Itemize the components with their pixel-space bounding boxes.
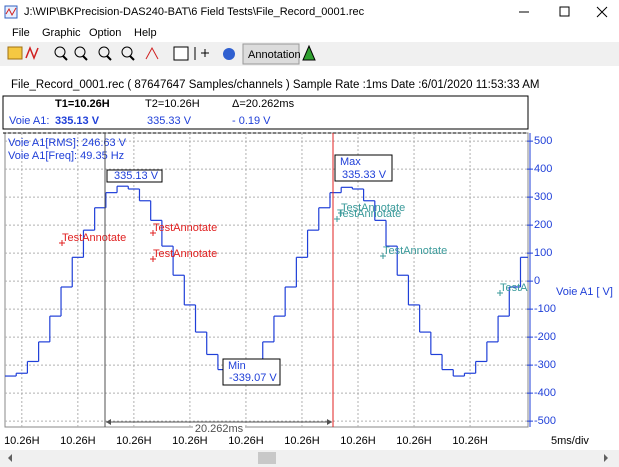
marker-value: -339.07 V <box>229 372 277 384</box>
y-tick-label: 500 <box>534 135 552 147</box>
annotation-anchor <box>497 290 503 296</box>
marker-box <box>334 154 393 182</box>
annotation: TestAnnotate <box>383 245 447 257</box>
menu-item[interactable]: Graphic <box>42 27 81 39</box>
window-title: J:\WIP\BKPrecision-DAS240-BAT\6 Field Te… <box>24 6 365 18</box>
peak-icon[interactable] <box>145 46 159 60</box>
y-axis-label: Voie A1 [ V] <box>556 286 613 298</box>
x-tick-label: 10.26H <box>396 435 432 447</box>
grid <box>5 133 528 427</box>
cursor-value: 335.13 V <box>55 115 100 127</box>
marker-title: Min <box>228 360 246 372</box>
delta-bg <box>193 423 245 434</box>
cursor-header: T1=10.26H <box>55 98 110 110</box>
annotation: TestAnnotate <box>341 202 405 214</box>
delta-label: 20.262ms <box>195 423 244 435</box>
x-tick-label: 10.26H <box>60 435 96 447</box>
plot-content: TestAnnotateTestAnnotateTestAnnotateTest… <box>5 185 564 377</box>
x-tick-label: 10.26H <box>340 435 376 447</box>
y-tick-label: -300 <box>534 359 556 371</box>
y-tick-label: 400 <box>534 163 552 175</box>
scroll-right[interactable] <box>604 454 608 462</box>
y-tick-label: -200 <box>534 331 556 343</box>
menu-item[interactable]: Option <box>89 27 121 39</box>
y-tick-label: -100 <box>534 303 556 315</box>
y-tick-label: 100 <box>534 247 552 259</box>
open-icon[interactable] <box>7 46 23 60</box>
x-tick-label: 10.26H <box>172 435 208 447</box>
scroll-left[interactable] <box>8 454 12 462</box>
y-tick-label: 200 <box>534 219 552 231</box>
toolbar-icons <box>7 43 316 65</box>
help-icon[interactable] <box>223 48 235 60</box>
close-button[interactable] <box>596 6 608 18</box>
menu-item[interactable]: File <box>12 27 30 39</box>
annotation: TestAnnotate <box>153 222 217 234</box>
annotation-anchor <box>334 216 340 222</box>
print-icon[interactable] <box>173 46 189 61</box>
annotation-anchor <box>150 256 156 262</box>
annotation-label[interactable]: Annotation <box>248 49 301 61</box>
channel-stat: Voie A1[RMS]: 246.63 V <box>8 137 127 149</box>
y-tick-label: -500 <box>534 415 556 427</box>
overlay: 500 400 300 200 100 0 -100 -200 -300 -400 -500 10.2… <box>4 133 613 447</box>
cursor-header: T2=10.26H <box>145 98 200 110</box>
y-tick-label: 300 <box>534 191 552 203</box>
annotation-anchor <box>380 253 386 259</box>
scrollbar[interactable] <box>0 450 619 467</box>
x-tick-label: 10.26H <box>116 435 152 447</box>
y-tick-label: -400 <box>534 387 556 399</box>
cursor-icon[interactable] <box>194 47 209 60</box>
cursor-header: Δ=20.262ms <box>232 98 295 110</box>
zoom-icon[interactable] <box>121 46 133 58</box>
maximize-button[interactable] <box>559 6 570 17</box>
annotation-anchor <box>59 240 65 246</box>
title-bar <box>0 0 619 25</box>
annotation-button[interactable] <box>242 43 300 65</box>
annotation-anchor <box>338 210 344 216</box>
zoom-icon[interactable] <box>98 46 110 58</box>
cursor-value: - 0.19 V <box>232 115 271 127</box>
menu-item[interactable]: Help <box>134 27 157 39</box>
cursor-channel: Voie A1: <box>9 115 49 127</box>
annotate-icon[interactable] <box>302 44 316 61</box>
x-tick-label: 10.26H <box>284 435 320 447</box>
marker-value: 335.33 V <box>342 169 387 181</box>
annotation: TestAnnotate <box>62 232 126 244</box>
x-tick-label: 10.26H <box>4 435 40 447</box>
marker-value: 335.13 V <box>114 170 159 182</box>
x-tick-label: 10.26H <box>228 435 264 447</box>
x-tick-label: 10.26H <box>452 435 488 447</box>
wave-icon[interactable] <box>25 45 39 61</box>
zoom-icon[interactable] <box>54 46 66 58</box>
y-tick-label: 0 <box>534 275 540 287</box>
cursor-table <box>2 95 529 130</box>
marker-title: Max <box>340 156 361 168</box>
annotation-anchor <box>150 230 156 236</box>
annotation: TestAnnotate <box>500 282 564 294</box>
app-icon-wave <box>5 7 17 17</box>
marker-box <box>106 169 163 183</box>
channel-stat: Voie A1[Freq]: 49.35 Hz <box>8 150 124 162</box>
annotation: TestAnnotate <box>337 208 401 220</box>
scroll-thumb[interactable] <box>258 452 276 464</box>
file-info: File_Record_0001.rec ( 87647647 Samples/… <box>11 79 539 91</box>
cursor-value: 335.33 V <box>147 115 192 127</box>
annotation: TestAnnotate <box>153 248 217 260</box>
marker-box <box>222 358 281 386</box>
x-axis-label: 5ms/div <box>551 435 589 447</box>
zoom-icon[interactable] <box>74 46 86 58</box>
